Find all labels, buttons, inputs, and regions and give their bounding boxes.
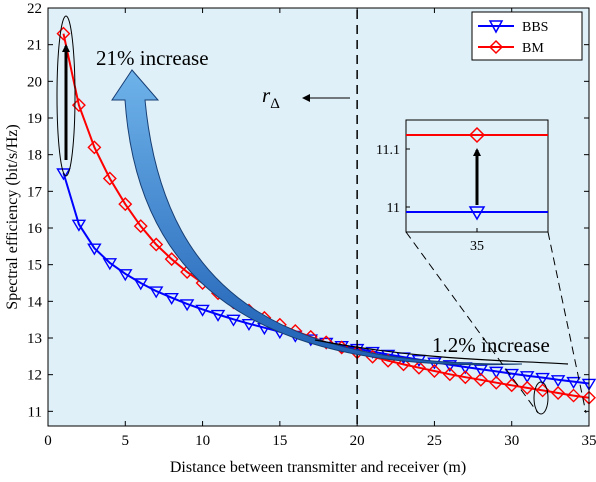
x-tick-label: 10	[195, 433, 210, 449]
y-tick-label: 12	[27, 368, 42, 384]
y-tick-label: 19	[27, 111, 42, 127]
data-point-bbs	[164, 292, 179, 306]
annotation-1-2-percent: 1.2% increase	[432, 333, 550, 357]
y-tick-label: 16	[27, 221, 43, 237]
legend-bm-marker	[488, 39, 504, 55]
data-point-bm	[427, 364, 442, 378]
x-tick-label: 0	[44, 433, 52, 449]
legend-bm-label: BM	[522, 41, 544, 56]
inset-bbs-marker	[468, 206, 486, 221]
data-point-bm	[411, 360, 426, 375]
data-point-bbs	[179, 299, 195, 312]
data-point-bm	[458, 370, 473, 385]
inset-connector-left	[405, 231, 539, 414]
legend-bbs-marker	[488, 20, 504, 34]
data-point-bbs	[519, 371, 535, 384]
x-tick-label: 15	[272, 433, 287, 449]
data-point-bbs	[56, 168, 71, 181]
inset-bm-marker	[468, 126, 486, 144]
r-delta-label: rΔ	[262, 83, 280, 112]
data-point-bbs	[118, 269, 133, 282]
data-point-bbs	[550, 375, 566, 388]
data-point-bm	[118, 197, 133, 212]
inset-ytick-high: 11.1	[376, 143, 400, 158]
data-point-bbs	[133, 278, 148, 291]
y-tick-label: 18	[27, 148, 42, 164]
data-point-bm	[56, 26, 71, 41]
data-point-bm	[551, 386, 566, 400]
data-point-bm	[149, 237, 164, 252]
data-point-bbs	[489, 366, 504, 379]
data-point-bm	[102, 171, 117, 186]
ticks-layer: 0 5 10 15 20 25 30 35 11 12 13 14 15 16 17 18 19 20 21 22	[27, 1, 596, 449]
data-point-bm	[133, 219, 148, 234]
data-point-bm	[164, 252, 179, 267]
annotation-21-percent: 21% increase	[96, 46, 209, 70]
data-point-bbs	[226, 314, 241, 327]
inset-zoom: 11.1 11 35	[376, 119, 549, 254]
legend: BBS BM	[471, 11, 583, 61]
data-point-bbs	[148, 286, 164, 299]
y-tick-label: 21	[27, 38, 42, 54]
x-tick-label: 5	[122, 433, 130, 449]
data-point-bm	[473, 372, 488, 387]
y-tick-label: 22	[27, 1, 42, 17]
legend-bbs-label: BBS	[522, 20, 548, 35]
y-tick-label: 15	[27, 258, 42, 274]
data-point-bm	[520, 380, 535, 395]
y-tick-label: 20	[27, 74, 42, 90]
inset-xtick: 35	[470, 239, 484, 254]
data-point-bbs	[102, 258, 118, 271]
x-tick-label: 35	[582, 433, 596, 449]
plot-frame	[47, 7, 590, 427]
data-point-bm	[504, 378, 519, 393]
y-tick-label: 17	[27, 184, 43, 200]
data-point-bbs	[566, 376, 581, 389]
data-point-bm	[396, 357, 411, 372]
data-point-bm	[87, 140, 102, 155]
x-tick-label: 25	[427, 433, 442, 449]
y-tick-label: 13	[27, 331, 42, 347]
data-point-bm	[442, 367, 457, 382]
data-point-bbs	[535, 372, 550, 385]
x-axis-label: Distance between transmitter and receive…	[170, 459, 466, 476]
data-point-bbs	[241, 319, 257, 332]
data-point-bbs	[442, 360, 458, 373]
x-tick-label: 30	[504, 433, 519, 449]
y-tick-label: 14	[27, 294, 43, 310]
data-point-bbs	[504, 368, 519, 381]
y-axis-label: Spectral efficiency (bit/s/Hz)	[4, 124, 21, 309]
pointer-arc-far	[314, 339, 569, 365]
y-tick-label: 11	[28, 404, 42, 420]
inset-ytick-low: 11	[387, 201, 400, 216]
highlight-ellipse-start	[56, 15, 76, 177]
data-point-bm	[489, 375, 504, 390]
data-point-bbs	[210, 309, 226, 322]
inset-connector-right	[547, 231, 587, 414]
data-point-bm	[566, 388, 581, 403]
data-point-bbs	[87, 243, 102, 256]
x-tick-label: 20	[350, 433, 365, 449]
highlight-ellipse-far	[533, 381, 549, 415]
data-point-bbs	[71, 219, 87, 232]
data-point-bbs	[195, 304, 210, 317]
legend-box	[471, 11, 583, 61]
